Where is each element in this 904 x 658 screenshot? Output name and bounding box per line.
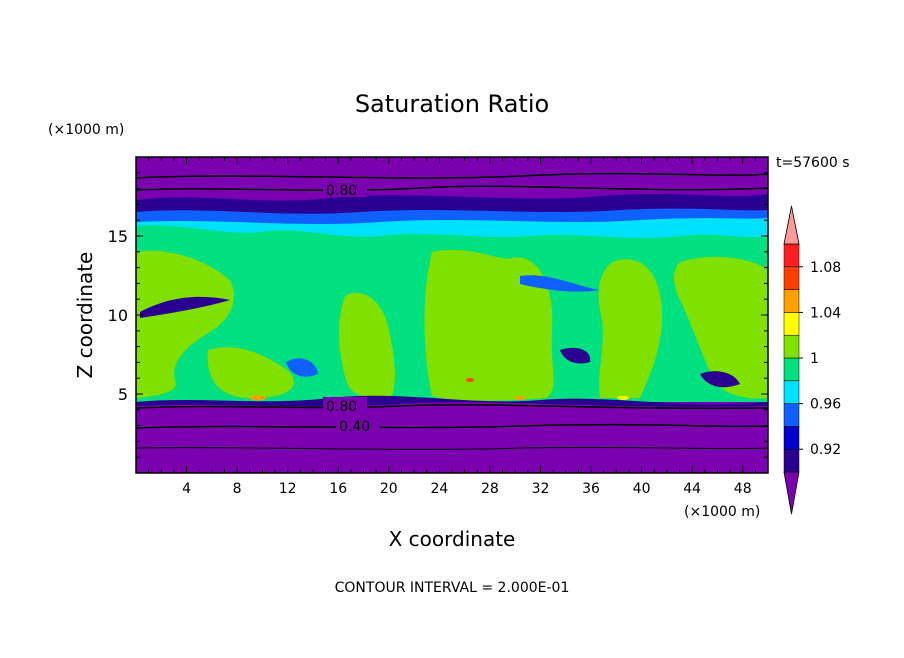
mid-dry-streak-2 xyxy=(520,275,600,292)
supersat-spot-3 xyxy=(515,396,525,400)
colorbar-label: 1.04 xyxy=(810,305,841,321)
colorbar-swatch xyxy=(783,243,800,268)
colorbar-swatch xyxy=(783,403,800,427)
colorbar-swatch xyxy=(783,380,800,404)
contour-label: 0.80 xyxy=(326,183,357,199)
y-axis-label: Z coordinate xyxy=(73,252,97,379)
colorbar-swatch xyxy=(783,448,800,473)
supersat-spot-1 xyxy=(250,395,266,401)
colorbar-swatch xyxy=(783,266,800,290)
contour-line-lower-2 xyxy=(136,423,768,429)
x-unit-label: (×1000 m) xyxy=(684,504,760,520)
contour-labels: 0.80 0.80 0.40 xyxy=(323,181,380,435)
y-tick-label: 15 xyxy=(108,227,128,246)
colorbar-label: 0.96 xyxy=(810,397,841,413)
green-region-5 xyxy=(598,259,663,398)
contour-line-lower-3 xyxy=(136,446,768,450)
x-tick-label: 40 xyxy=(633,481,651,497)
x-tick-label: 48 xyxy=(734,481,752,497)
contour-label: 0.40 xyxy=(339,419,370,435)
contour-line-lower-1 xyxy=(136,404,768,410)
mid-dry-streak-3 xyxy=(560,347,591,364)
green-region-6 xyxy=(674,256,768,399)
mid-dry-streak-5 xyxy=(700,371,740,388)
x-tick-label: 20 xyxy=(380,481,398,497)
x-tick-label: 36 xyxy=(582,481,600,497)
x-tick-label: 44 xyxy=(683,481,701,497)
lower-dry-layer xyxy=(136,402,768,473)
supersat-spot-4 xyxy=(617,396,629,400)
mid-dry-streak-1 xyxy=(140,296,230,318)
green-region-1 xyxy=(136,250,234,398)
y-tick-label: 10 xyxy=(108,306,128,325)
green-region-2 xyxy=(207,347,294,398)
colorbar-label: 1 xyxy=(810,351,819,367)
green-region-3 xyxy=(339,292,395,398)
contour-label: 0.80 xyxy=(326,399,357,415)
supersat-spot-2 xyxy=(466,378,474,382)
colorbar-swatch xyxy=(783,426,800,450)
y-tick-label: 5 xyxy=(118,385,128,404)
colorbar: 0.92 0.96 1 1.04 1.08 xyxy=(783,205,841,515)
x-tick-label: 4 xyxy=(182,481,191,497)
colorbar-swatch xyxy=(783,334,800,359)
contour-interval-note: CONTOUR INTERVAL = 2.000E-01 xyxy=(335,580,570,596)
colorbar-max-triangle xyxy=(783,205,800,245)
colorbar-label: 0.92 xyxy=(810,442,841,458)
colorbar-min-triangle xyxy=(783,471,800,515)
mid-dry-streak-4 xyxy=(286,358,318,377)
x-tick-label: 24 xyxy=(430,481,448,497)
green-region-4 xyxy=(424,249,554,401)
time-label: t=57600 s xyxy=(776,155,850,171)
contour-line-upper-2 xyxy=(136,185,768,192)
colorbar-swatch xyxy=(783,312,800,336)
chart-title: Saturation Ratio xyxy=(355,90,549,118)
x-tick-label: 16 xyxy=(329,481,347,497)
x-tick-label: 32 xyxy=(532,481,550,497)
colorbar-swatch xyxy=(783,357,800,382)
x-axis-label: X coordinate xyxy=(389,527,516,551)
colorbar-swatch xyxy=(783,289,800,313)
y-unit-label: (×1000 m) xyxy=(48,122,124,138)
colorbar-label: 1.08 xyxy=(810,260,841,276)
plot-area xyxy=(136,157,768,473)
x-tick-label: 28 xyxy=(481,481,499,497)
x-tick-label: 12 xyxy=(279,481,297,497)
x-tick-label: 8 xyxy=(233,481,242,497)
contour-line-upper-1 xyxy=(136,172,768,179)
